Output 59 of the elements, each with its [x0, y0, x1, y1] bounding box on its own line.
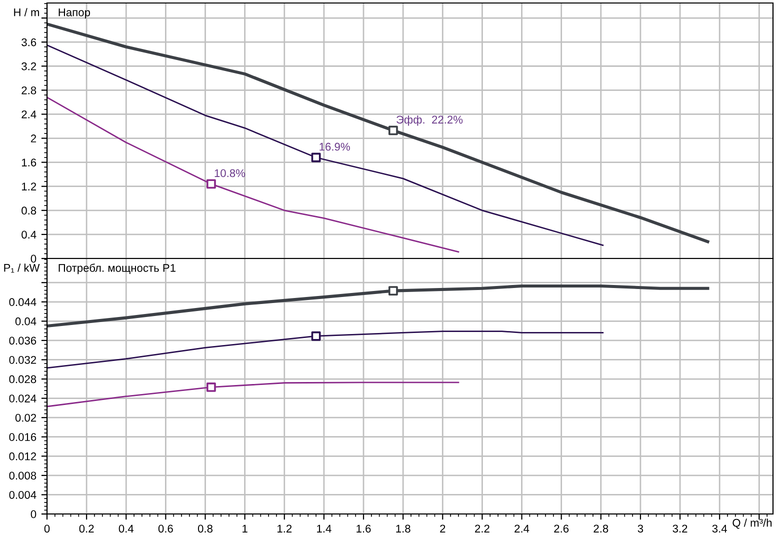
x-tick-label: 1 [242, 524, 248, 532]
point [206, 179, 216, 189]
x-tick-label: 0.4 [118, 524, 134, 533]
y-tick-label: 1.6 [22, 158, 36, 166]
y-tick-label: 0.004 [9, 490, 36, 499]
y-tick-label: 0.032 [9, 356, 36, 364]
y-tick-label: 0.024 [9, 394, 36, 402]
x-axis-title: Q / m³/h [732, 518, 772, 529]
y-tick-label: 3.2 [22, 62, 36, 70]
y-tick-label: 0.012 [9, 452, 36, 460]
y-tick-label: 0 [30, 510, 36, 518]
y-tick-label: 0.028 [9, 375, 36, 384]
y-tick-label: 2 [30, 134, 36, 142]
x-tick-label: 2.2 [475, 524, 490, 532]
line-series [47, 22, 710, 244]
y-tick-label: 3.6 [22, 38, 36, 46]
x-tick-label: 2.4 [514, 524, 530, 532]
y-axis-title: H / m [14, 8, 40, 16]
line-series [47, 382, 460, 408]
line-series [47, 284, 710, 328]
point [388, 286, 398, 296]
y-tick-label: 0.4 [22, 230, 36, 239]
x-tick-label: 2.8 [594, 524, 608, 533]
line-series [47, 330, 604, 369]
y-tick-label: 1.2 [22, 182, 36, 190]
point [206, 382, 216, 392]
y-tick-label: 0.016 [9, 433, 36, 442]
y-tick-label: 0.008 [9, 472, 36, 480]
annotation: 16.9% [320, 142, 350, 151]
y-axis-title: P₁ / kW [4, 264, 40, 273]
x-tick-label: 3.2 [672, 524, 688, 533]
y-tick-label: 0.04 [15, 317, 36, 326]
x-tick-label: 0.6 [158, 524, 173, 533]
x-tick-label: 0 [44, 524, 50, 533]
x-tick-label: 1.4 [317, 524, 332, 532]
y-tick-label: 0.8 [22, 206, 36, 215]
x-tick-label: 3.4 [712, 524, 727, 533]
x-tick-label: 1.2 [278, 524, 292, 532]
point [311, 152, 321, 162]
y-tick-label: 2.8 [22, 86, 36, 94]
x-tick-label: 0.2 [79, 524, 94, 533]
x-tick-label: 1.6 [356, 524, 371, 533]
x-tick-label: 2.6 [554, 524, 569, 533]
annotation: Эфф. 22.2% [396, 115, 463, 126]
x-tick-label: 3 [638, 524, 644, 533]
x-tick-label: 2 [440, 524, 446, 532]
y-tick-label: 0.044 [9, 298, 36, 306]
y-tick-label: 2.4 [22, 110, 36, 118]
point [311, 331, 321, 341]
line-series [47, 44, 604, 246]
x-tick-label: 0.8 [198, 524, 212, 533]
chart-title: Напор [58, 8, 90, 18]
y-tick-label: 0.036 [9, 336, 36, 345]
y-tick-label: 0.02 [15, 414, 36, 422]
annotation: 10.8% [214, 169, 246, 178]
x-tick-label: 1.8 [396, 524, 410, 533]
y-tick-label: 0 [30, 254, 36, 263]
chart-title: Потребл. мощность P1 [58, 264, 176, 274]
point [388, 126, 398, 136]
